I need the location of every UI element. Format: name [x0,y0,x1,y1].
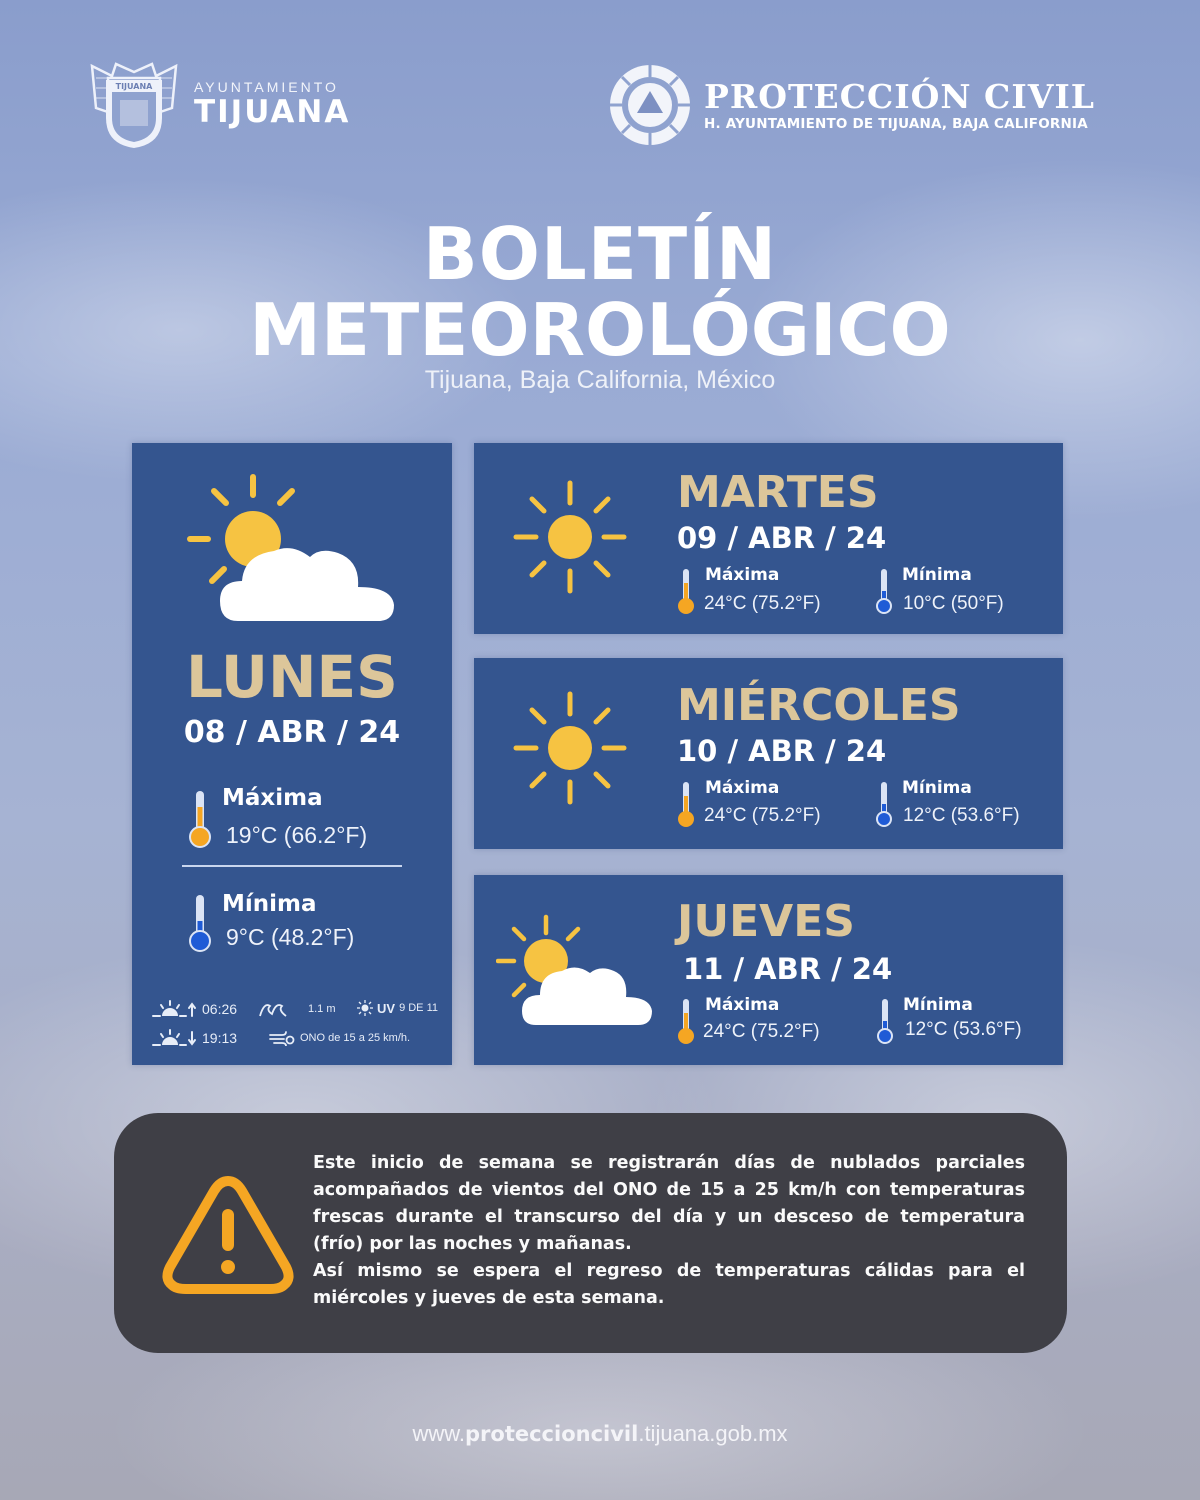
min-temp-value: 12°C (53.6°F) [905,1019,1022,1040]
forecast-card-miercoles: MIÉRCOLES 10 / ABR / 24 Máxima 24°C (75.… [474,658,1063,849]
min-temp-value: 12°C (53.6°F) [903,805,1020,826]
max-temp-value: 24°C (75.2°F) [704,593,821,614]
max-temp-label: Máxima [222,785,323,811]
max-temp-value: 24°C (75.2°F) [703,1021,820,1042]
thermometer-max-icon [678,569,694,614]
proteccion-civil-emblem-icon [610,65,690,145]
weather-alert-box: Este inicio de semana se registrarán día… [114,1113,1067,1353]
sunrise-stat: 06:26 [152,1000,237,1018]
forecast-card-lunes: LUNES 08 / ABR / 24 Máxima 19°C (66.2°F)… [132,443,452,1065]
ayuntamiento-tijuana-logo: TIJUANA AYUNTAMIENTO TIJUANA [88,58,350,150]
sunrise-time: 06:26 [202,1001,238,1017]
wind-icon [269,1031,295,1046]
alert-paragraph-2: Así mismo se espera el regreso de temper… [313,1261,1025,1308]
thermometer-max-icon [189,791,211,848]
proteccion-civil-title: PROTECCIÓN CIVIL [704,77,1096,116]
wind-stat: ONO de 15 a 25 km/h. [268,1030,410,1046]
thermometer-min-icon [877,999,893,1044]
page-title-line2: METEOROLÓGICO [249,288,951,372]
day-name: JUEVES [677,896,855,947]
max-temp-label: Máxima [705,778,780,798]
sunrise-icon [152,1000,196,1017]
proteccion-civil-logo: PROTECCIÓN CIVIL H. AYUNTAMIENTO DE TIJU… [608,63,1095,147]
website-link[interactable]: www.proteccioncivil.tijuana.gob.mx [0,1421,1200,1447]
max-temp-value: 24°C (75.2°F) [704,805,821,826]
forecast-card-jueves: JUEVES 11 / ABR / 24 Máxima 24°C (75.2°F… [474,875,1063,1065]
tijuana-label: TIJUANA [194,94,351,130]
warning-icon [162,1176,294,1294]
wave-height: 1.1 m [308,1003,336,1015]
sunset-icon [152,1029,196,1046]
wind-value: ONO de 15 a 25 km/h. [300,1032,411,1044]
partly-cloudy-icon [496,914,652,1025]
uv-value: 9 DE 11 [399,1002,438,1014]
alert-message: Este inicio de semana se registrarán día… [313,1150,1025,1312]
wave-stat: 1.1 m [258,1000,336,1018]
sunset-time: 19:13 [202,1030,238,1046]
url-prefix: www. [412,1421,466,1446]
sunny-icon [513,691,627,805]
thermometer-min-icon [189,895,211,952]
day-date: 08 / ABR / 24 [183,715,401,750]
sunset-stat: 19:13 [152,1029,237,1047]
day-date: 10 / ABR / 24 [677,734,887,768]
thermometer-min-icon [876,569,892,614]
thermometer-min-icon [876,782,892,827]
uv-stat: UV 9 DE 11 [357,1000,438,1016]
proteccion-civil-subtitle: H. AYUNTAMIENTO DE TIJUANA, BAJA CALIFOR… [704,116,1088,132]
max-temp-value: 19°C (66.2°F) [226,822,368,848]
day-date: 11 / ABR / 24 [683,952,893,986]
url-bold: proteccioncivil [465,1422,639,1446]
min-temp-label: Mínima [903,995,973,1015]
thermometer-max-icon [678,782,694,827]
min-temp-label: Mínima [222,891,317,917]
day-name: MARTES [677,467,879,518]
forecast-card-martes: MARTES 09 / ABR / 24 Máxima 24°C (75.2°F… [474,443,1063,634]
alert-paragraph-1: Este inicio de semana se registrarán día… [313,1153,1025,1254]
wave-icon [259,1004,287,1017]
uv-sun-icon [357,1000,373,1016]
thermometer-max-icon [678,999,694,1044]
tijuana-coat-of-arms-icon: TIJUANA [90,62,178,148]
location-subtitle: Tijuana, Baja California, México [424,366,776,394]
min-temp-value: 9°C (48.2°F) [226,924,355,950]
max-temp-label: Máxima [705,995,780,1015]
min-temp-label: Mínima [902,565,972,585]
url-suffix: .tijuana.gob.mx [638,1421,788,1446]
min-temp-label: Mínima [902,778,972,798]
sunny-icon [513,480,627,594]
uv-label: UV [377,1000,396,1016]
page-title-line1: BOLETÍN [422,212,778,296]
max-temp-label: Máxima [705,565,780,585]
divider [182,865,402,867]
day-name: LUNES [186,643,398,711]
partly-cloudy-icon [187,474,394,621]
day-date: 09 / ABR / 24 [677,521,887,555]
ayuntamiento-label: AYUNTAMIENTO [194,79,339,95]
svg-text:TIJUANA: TIJUANA [116,82,154,91]
day-name: MIÉRCOLES [677,680,961,731]
min-temp-value: 10°C (50°F) [903,593,1004,614]
